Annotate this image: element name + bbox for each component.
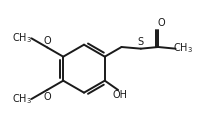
Text: CH$_3$: CH$_3$ [12,31,32,45]
Text: OH: OH [113,90,128,100]
Text: O: O [43,35,51,46]
Text: S: S [138,37,144,47]
Text: CH$_3$: CH$_3$ [173,41,193,55]
Text: O: O [158,18,165,28]
Text: O: O [43,92,51,102]
Text: CH$_3$: CH$_3$ [12,92,32,106]
